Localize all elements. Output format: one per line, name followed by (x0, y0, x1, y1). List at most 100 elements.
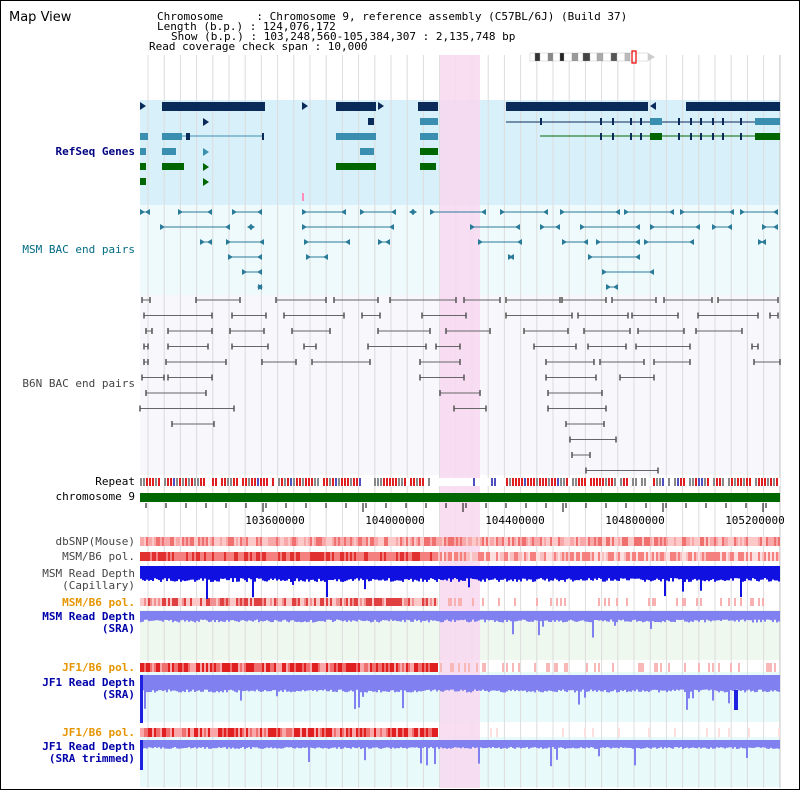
jf1-pol2-cell (272, 728, 274, 737)
msm-sra-depth-bar (474, 611, 476, 622)
msm-sra-depth-bar (158, 611, 160, 621)
dbsnp-cell (512, 537, 514, 546)
msm-capillary-depth-bar (610, 566, 612, 581)
repeat-element (422, 478, 424, 486)
jf1-trimmed-depth-bar (474, 740, 476, 749)
jf1-sra-depth-bar (722, 675, 724, 692)
msm-capillary-depth-bar (504, 566, 506, 579)
dbsnp-cell (676, 537, 678, 546)
dbsnp-cell (262, 537, 264, 546)
dbsnp-cell (484, 537, 486, 546)
jf1-trimmed-depth-bar (426, 740, 428, 766)
msm-capillary-depth-bar (182, 566, 184, 581)
jf1-trimmed-depth-bar (442, 740, 444, 749)
jf1-trimmed-depth-bar (250, 740, 252, 749)
msm-pol-cell (710, 552, 712, 561)
dbsnp-cell (438, 537, 440, 546)
msm-pol-cell (314, 552, 316, 561)
jf1-pol-cell (410, 663, 412, 672)
jf1-trimmed-depth-bar (290, 740, 292, 748)
dbsnp-cell (288, 537, 290, 546)
jf1-trimmed-depth-bar (488, 740, 490, 748)
jf1-pol-cell (160, 663, 162, 672)
msm-sra-depth-bar (584, 611, 586, 622)
msm-pol-cell (700, 552, 702, 561)
msm-sra-depth-bar (292, 611, 294, 621)
jf1-trimmed-depth-bar (272, 740, 274, 749)
jf1-trimmed-depth-bar (670, 740, 672, 749)
msm-pol-cell (144, 552, 146, 561)
refseq-genes-label[interactable]: RefSeq Genes (55, 145, 135, 158)
msm-sra-depth-bar (702, 611, 704, 620)
msm-bac-end (669, 209, 674, 215)
jf1-pol2-cell (270, 728, 272, 737)
jf1-sra-depth-bar (444, 675, 446, 691)
jf1-trimmed-depth-bar (452, 740, 454, 748)
dbsnp-cell (554, 537, 556, 546)
jf1-sra-depth-bar (152, 675, 154, 691)
jf1-pol-cell (512, 663, 514, 672)
msm-pol-cell (522, 552, 524, 561)
jf1-pol2-cell (368, 728, 370, 737)
jf1-sra-depth-bar (578, 675, 580, 705)
jf1-pol2-cell (186, 728, 188, 737)
msm-pol-cell (328, 552, 330, 561)
msm-bac-label[interactable]: MSM BAC end pairs (22, 243, 135, 256)
jf1-pol-cell (266, 663, 268, 672)
msm-capillary-depth-bar (486, 566, 488, 579)
msm-pol2-cell (274, 598, 276, 606)
jf1-trimmed-depth-bar (712, 740, 714, 749)
gene-block (650, 118, 662, 125)
msm-capillary-depth-bar (512, 566, 514, 582)
jf1-sra-depth-bar (544, 675, 546, 691)
jf1-sra-depth-bar (702, 675, 704, 690)
b6n-bac-label[interactable]: B6N BAC end pairs (22, 377, 135, 390)
msm-capillary-depth-bar (292, 566, 294, 585)
dbsnp-cell (354, 537, 356, 546)
msm-capillary-depth-bar (228, 566, 230, 581)
jf1-sra-depth-bar (694, 675, 696, 690)
msm-sra-depth-bar (472, 611, 474, 620)
repeat-element (545, 478, 547, 486)
msm-bac-end (580, 224, 585, 230)
jf1-sra-depth-bar (612, 675, 614, 692)
msm-sra-depth-bar (600, 611, 602, 621)
jf1-trimmed-depth-bar (588, 740, 590, 749)
jf1-pol-cell (174, 663, 176, 672)
repeat-element (632, 478, 634, 486)
jf1-sra-depth-bar (584, 675, 586, 698)
msm-pol2-cell (378, 598, 380, 606)
jf1-trimmed-depth-bar (244, 740, 246, 749)
msm-pol-cell (210, 552, 212, 561)
dbsnp-cell (326, 537, 328, 546)
msm-sra-depth-bar (744, 611, 746, 622)
jf1-trimmed-depth-bar (724, 740, 726, 749)
msm-sra-depth-bar (228, 611, 230, 622)
jf1-trimmed-depth-bar (254, 740, 256, 748)
msm-bac-end (389, 224, 394, 230)
msm-bac-end (773, 209, 778, 215)
jf1-sra-depth-bar (496, 675, 498, 691)
gene-arrow (203, 178, 209, 186)
msm-pol-cell (294, 552, 296, 561)
jf1-trimmed-depth-bar (776, 740, 778, 749)
msm-pol2-cell (752, 598, 754, 606)
msm-sra-depth-bar (446, 611, 448, 620)
gene-exon (630, 133, 632, 140)
jf1-sra-depth-bar (372, 675, 374, 692)
ideogram-band (577, 52, 584, 62)
msm-capillary-depth-bar (466, 566, 468, 579)
msm-capillary-depth-bar (226, 566, 228, 581)
msm-sra-depth-bar (508, 611, 510, 621)
dbsnp-cell (388, 537, 390, 546)
dbsnp-cell (176, 537, 178, 546)
msm-sra-depth-bar (456, 611, 458, 621)
jf1-pol-cell (168, 663, 170, 672)
msm-sra-depth-bar (772, 611, 774, 623)
jf1-sra-depth-bar (166, 675, 168, 693)
dbsnp-cell (378, 537, 380, 546)
msm-pol-cell (646, 552, 648, 561)
jf1-trimmed-depth-bar (534, 740, 536, 748)
jf1-pol-cell (312, 663, 314, 672)
